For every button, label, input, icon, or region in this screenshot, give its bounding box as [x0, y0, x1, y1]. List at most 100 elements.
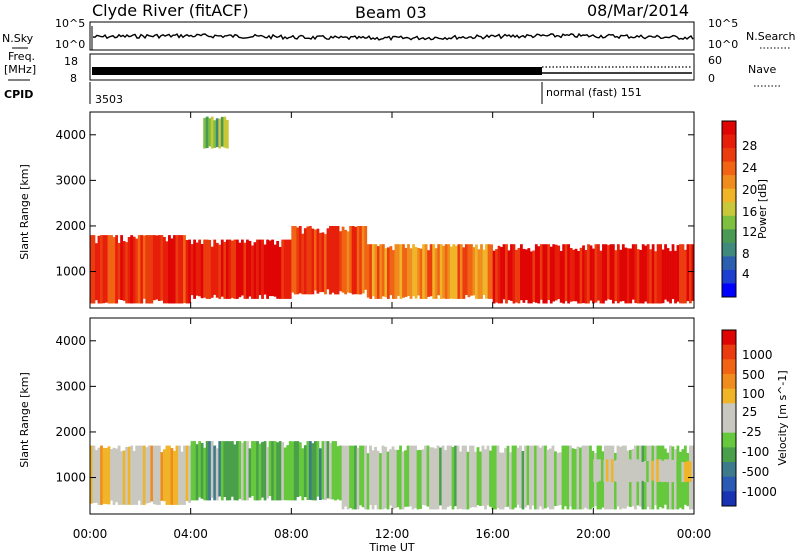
- data-cell: [485, 244, 488, 299]
- data-cell: [467, 244, 471, 298]
- data-cell: [442, 245, 446, 299]
- data-cell: [155, 445, 159, 505]
- data-cell: [188, 445, 191, 503]
- data-cell: [344, 445, 347, 507]
- data-cell: [661, 249, 665, 304]
- x-tick-label: 00:00: [73, 527, 108, 541]
- data-cell: [306, 226, 310, 295]
- data-cell: [569, 445, 572, 507]
- data-cell: [671, 244, 675, 300]
- y-tick-label: 4000: [55, 128, 86, 142]
- data-cell: [311, 443, 315, 501]
- colorbar-segment: [722, 359, 736, 375]
- data-cell: [451, 447, 455, 510]
- data-cell: [631, 244, 635, 300]
- colorbar-segment: [722, 447, 736, 463]
- data-cell: [296, 227, 300, 295]
- data-cell: [218, 441, 222, 497]
- data-cell: [273, 244, 277, 297]
- data-cell: [266, 447, 269, 499]
- data-cell: [434, 448, 437, 510]
- data-cell: [135, 238, 139, 304]
- data-cell: [532, 250, 536, 302]
- data-cell: [130, 235, 134, 304]
- data-cell: [449, 445, 452, 506]
- colorbar-segment: [722, 202, 736, 217]
- data-cell: [100, 445, 103, 505]
- nave-right-top: 60: [708, 54, 722, 67]
- data-cell: [208, 239, 212, 299]
- data-cell: [150, 445, 154, 502]
- data-cell: [319, 232, 322, 293]
- data-cell: [571, 448, 575, 510]
- data-cell: [651, 460, 655, 481]
- data-cell: [649, 249, 653, 304]
- data-cell: [454, 445, 457, 507]
- data-cell: [127, 446, 131, 505]
- power-colorbar-title: Power [dB]: [756, 179, 769, 239]
- data-cell: [198, 239, 202, 297]
- data-cell: [624, 247, 628, 304]
- data-cell: [173, 450, 176, 505]
- data-cell: [319, 448, 322, 500]
- colorbar-tick: 1000: [742, 348, 773, 362]
- data-cell: [584, 250, 588, 304]
- data-cell: [628, 459, 632, 483]
- data-cell: [346, 231, 350, 293]
- data-cell: [419, 450, 422, 509]
- data-cell: [376, 246, 380, 299]
- data-cell: [593, 459, 597, 483]
- data-cell: [549, 448, 552, 510]
- data-cell: [529, 445, 532, 510]
- x-tick-label: 08:00: [274, 527, 309, 541]
- data-cell: [188, 239, 191, 304]
- nave-label: Nave: [748, 63, 776, 76]
- data-cell: [306, 441, 310, 501]
- data-cell: [534, 445, 537, 510]
- noise-left-bottom: 10^0: [55, 38, 85, 51]
- y-tick-label: 1000: [55, 471, 86, 485]
- data-cell: [544, 244, 548, 304]
- data-cell: [324, 441, 327, 501]
- data-cell: [482, 249, 486, 295]
- data-cell: [402, 244, 405, 298]
- data-cell: [471, 445, 475, 507]
- data-cell: [125, 242, 129, 304]
- data-cell: [205, 441, 209, 501]
- data-cell: [479, 451, 482, 506]
- data-cell: [203, 117, 207, 149]
- data-cell: [326, 228, 330, 290]
- data-cell: [190, 441, 194, 501]
- data-cell: [223, 116, 227, 148]
- data-cell: [679, 244, 682, 304]
- colorbar-segment: [722, 121, 736, 135]
- noise-left-top: 10^5: [55, 17, 85, 30]
- data-cell: [130, 445, 134, 505]
- data-cell: [424, 244, 428, 299]
- data-cell: [688, 461, 692, 483]
- data-cell: [125, 447, 129, 505]
- data-cell: [268, 240, 272, 297]
- data-cell: [522, 248, 526, 303]
- data-cell: [200, 443, 204, 499]
- data-cell: [602, 244, 605, 304]
- data-cell: [392, 250, 395, 299]
- data-cell: [152, 235, 156, 301]
- data-cell: [183, 235, 186, 303]
- data-cell: [384, 446, 387, 509]
- data-cell: [597, 244, 600, 301]
- data-cell: [396, 449, 400, 508]
- data-cell: [592, 248, 595, 304]
- colorbar-tick: 100: [742, 387, 765, 401]
- data-cell: [569, 248, 573, 302]
- data-cell: [230, 441, 234, 497]
- data-cell: [105, 235, 108, 303]
- data-cell: [641, 462, 644, 481]
- data-cell: [659, 244, 662, 304]
- data-cell: [551, 445, 555, 510]
- data-cell: [162, 237, 166, 304]
- data-cell: [215, 242, 219, 298]
- data-cell: [122, 241, 126, 301]
- data-cell: [168, 235, 171, 304]
- data-cell: [321, 441, 325, 500]
